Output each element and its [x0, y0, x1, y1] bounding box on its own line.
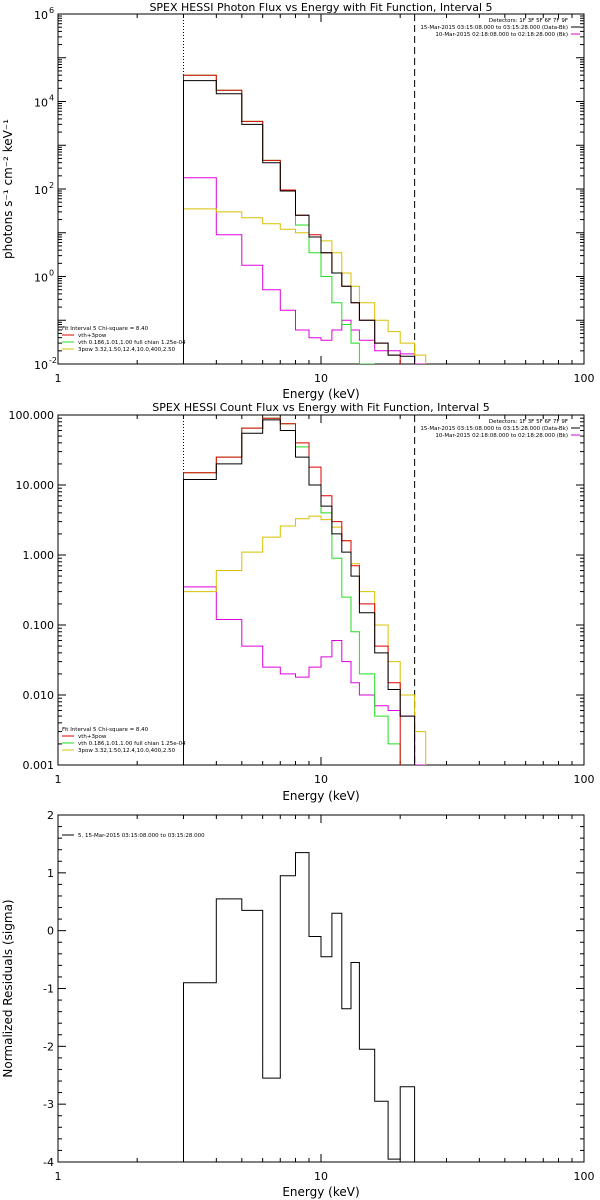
series-line-3pow	[183, 208, 427, 364]
plot-area	[183, 74, 427, 364]
legend-left-entry: vth 0.186,1.01,1.00 full chian 1.25e-04	[78, 741, 186, 747]
x-axis-label: Energy (keV)	[282, 387, 359, 401]
y-tick-label: 2	[47, 809, 54, 822]
series-line-data-bk	[183, 419, 416, 765]
plot-area	[183, 417, 427, 765]
plot-frame	[57, 13, 585, 365]
x-tick-label: 1	[55, 372, 62, 385]
x-tick-label: 100	[574, 1170, 595, 1183]
y-tick-label: 0	[47, 925, 54, 938]
series-line-bk	[183, 177, 426, 364]
y-tick-label: 1	[47, 867, 54, 880]
x-tick-label: 100	[574, 773, 595, 786]
legend-left-entry: vth+3pow	[78, 333, 107, 339]
legend-right-entry: 10-Mar-2015 02:18:08.000 to 02:18:28.000…	[435, 32, 568, 38]
x-tick-label: 10	[314, 1170, 328, 1183]
legend-right-entry: 15-Mar-2015 03:15:08.000 to 03:15:28.000…	[420, 25, 568, 31]
chart-title: SPEX HESSI Count Flux vs Energy with Fit…	[152, 401, 489, 414]
legend-left-entry: vth 0.186,1.01,1.00 full chian 1.25e-04	[78, 340, 186, 346]
y-tick-exponent: 0	[49, 269, 54, 278]
y-tick-label: 10.000	[16, 479, 55, 492]
y-tick-label: 100.000	[9, 409, 55, 422]
y-tick-label: -3	[43, 1098, 54, 1111]
chart-title: SPEX HESSI Photon Flux vs Energy with Fi…	[149, 1, 492, 14]
x-tick-label: 1	[55, 1170, 62, 1183]
legend-left-entry: 3pow 3.32,1.50,12.4,10.0,400,2.50	[78, 347, 176, 353]
legend-left-entry: Fit Interval 5 Chi-square = 8.40	[62, 727, 149, 733]
count-flux-panel: SPEX HESSI Count Flux vs Energy with Fit…	[9, 401, 595, 803]
y-tick-label: -2	[43, 1040, 54, 1053]
x-tick-label: 10	[314, 372, 328, 385]
legend-right-entry: Detectors: 1F 3F 5F 6F 7F 9F	[489, 419, 568, 425]
y-tick-label: 10	[34, 184, 48, 197]
y-tick-label: 1.000	[23, 549, 55, 562]
y-tick-exponent: -2	[49, 356, 57, 365]
y-tick-label: 0.001	[23, 759, 55, 772]
y-tick-label: -4	[43, 1156, 54, 1169]
legend-left-entry: vth+3pow	[78, 734, 107, 740]
residuals-panel: 1 10 100 Energy (keV) -4 -3 -2 -1 0 1 2 Normalized …	[1, 809, 595, 1199]
series-line-data-bk	[183, 80, 416, 364]
y-tick-label: 10	[34, 9, 48, 22]
series-line-5-15-mar-2015-03-15-08-000-to-03-15-28-000	[183, 852, 416, 1162]
x-axis-label: Energy (keV)	[282, 1185, 359, 1199]
legend-left-entry: Fit Interval 5 Chi-square = 8.40	[62, 326, 149, 332]
series-line-3pow	[183, 515, 427, 765]
legend-left-entry: 5. 15-Mar-2015 03:15:08.000 to 03:15:28.…	[78, 833, 205, 839]
y-tick-label: 10	[34, 359, 48, 372]
y-tick-exponent: 4	[49, 94, 54, 103]
y-tick-exponent: 2	[49, 181, 54, 190]
series-line-bk	[183, 586, 426, 765]
x-tick-label: 10	[314, 773, 328, 786]
plot-frame	[57, 814, 585, 1163]
plot-area	[183, 852, 416, 1162]
legend-right-entry: 10-Mar-2015 02:18:08.000 to 02:18:28.000…	[435, 433, 568, 439]
y-tick-exponent: 6	[49, 6, 54, 15]
legend-left-entry: 3pow 3.32,1.50,12.4,10.0,400,2.50	[78, 748, 176, 754]
photon-flux-panel: SPEX HESSI Photon Flux vs Energy with Fi…	[1, 1, 595, 401]
legend-right-entry: 15-Mar-2015 03:15:08.000 to 03:15:28.000…	[420, 426, 568, 432]
y-tick-label: 10	[34, 272, 48, 285]
x-tick-label: 100	[574, 372, 595, 385]
y-axis-label: Normalized Residuals (sigma)	[1, 899, 15, 1077]
x-tick-label: 1	[55, 773, 62, 786]
legend-right-entry: Detectors: 1F 3F 5F 6F 7F 9F	[489, 18, 568, 24]
y-tick-label: 0.010	[23, 689, 55, 702]
y-tick-label: 10	[34, 97, 48, 110]
y-tick-label: 0.100	[23, 619, 55, 632]
y-axis-label: photons s⁻¹ cm⁻² keV⁻¹	[1, 119, 15, 259]
x-axis-label: Energy (keV)	[282, 789, 359, 803]
y-tick-label: -1	[43, 983, 54, 996]
